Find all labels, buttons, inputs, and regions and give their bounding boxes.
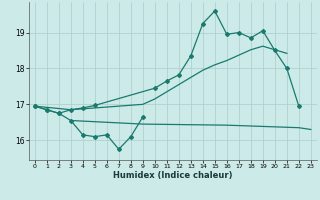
X-axis label: Humidex (Indice chaleur): Humidex (Indice chaleur) xyxy=(113,171,233,180)
